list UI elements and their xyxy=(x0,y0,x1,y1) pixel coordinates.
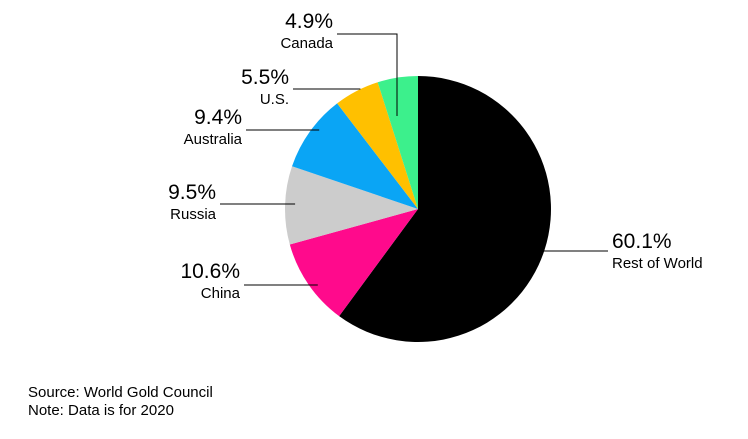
pie-slice-canada xyxy=(377,76,418,209)
pie-slice-china xyxy=(289,209,418,317)
pie-chart: 60.1% Rest of World 10.6% China 9.5% Russia 9.… xyxy=(168,10,703,342)
slice-category-label: U.S. xyxy=(260,91,289,108)
data-note: Note: Data is for 2020 xyxy=(28,402,174,419)
slice-value-label: 9.4% xyxy=(194,106,242,129)
slice-category-label: Rest of World xyxy=(612,255,703,272)
slice-value-label: 10.6% xyxy=(180,260,240,283)
pie-slice-u-s xyxy=(337,82,418,209)
pie-slice-australia xyxy=(292,103,418,209)
slice-category-label: China xyxy=(201,285,241,302)
slice-value-label: 4.9% xyxy=(285,10,333,33)
pie-slices xyxy=(284,76,551,342)
leader-line xyxy=(337,33,398,116)
slice-value-label: 5.5% xyxy=(241,66,289,89)
pie-slice-russia xyxy=(284,166,418,245)
slice-category-label: Russia xyxy=(170,206,217,223)
pie-slice-rest-of-world xyxy=(339,76,551,342)
source-note: Source: World Gold Council xyxy=(28,384,213,401)
slice-category-label: Australia xyxy=(184,131,243,148)
slice-value-label: 60.1% xyxy=(612,230,672,253)
slice-value-label: 9.5% xyxy=(168,181,216,204)
pie-labels: 60.1% Rest of World 10.6% China 9.5% Russia 9.… xyxy=(168,10,702,302)
slice-category-label: Canada xyxy=(280,35,333,52)
